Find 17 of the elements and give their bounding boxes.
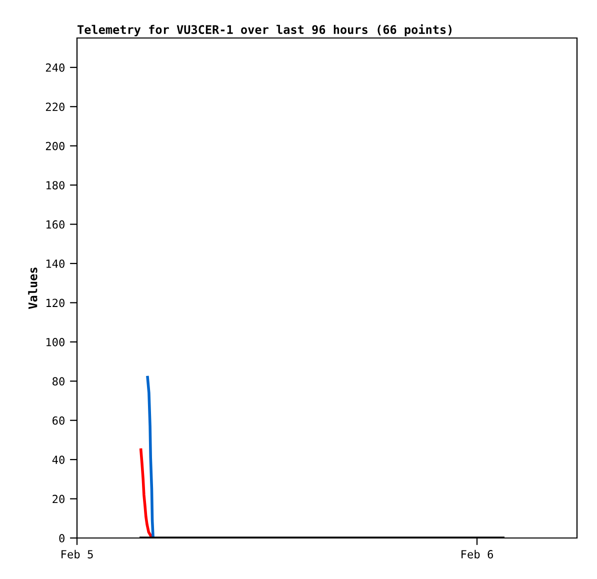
chart-title: Telemetry for VU3CER-1 over last 96 hours (66 points) (78, 24, 452, 36)
y-tick-label: 60 (52, 416, 64, 425)
y-axis-title: Values (28, 268, 38, 309)
y-tick-label: 160 (46, 220, 64, 229)
y-tick-label: 240 (46, 63, 64, 72)
y-tick-label: 140 (46, 259, 64, 268)
y-tick-label: 0 (59, 534, 64, 542)
y-tick-label: 220 (46, 102, 64, 112)
x-tick-label: Feb 5 (62, 550, 93, 558)
x-tick-label: Feb 6 (462, 550, 494, 558)
y-tick-label: 80 (52, 377, 64, 386)
y-tick-label: 100 (46, 338, 64, 346)
y-tick-label: 120 (46, 298, 64, 308)
y-tick-label: 40 (52, 456, 64, 464)
y-tick-label: 180 (46, 181, 64, 190)
y-tick-label: 20 (52, 494, 64, 504)
y-tick-label: 200 (46, 142, 64, 150)
